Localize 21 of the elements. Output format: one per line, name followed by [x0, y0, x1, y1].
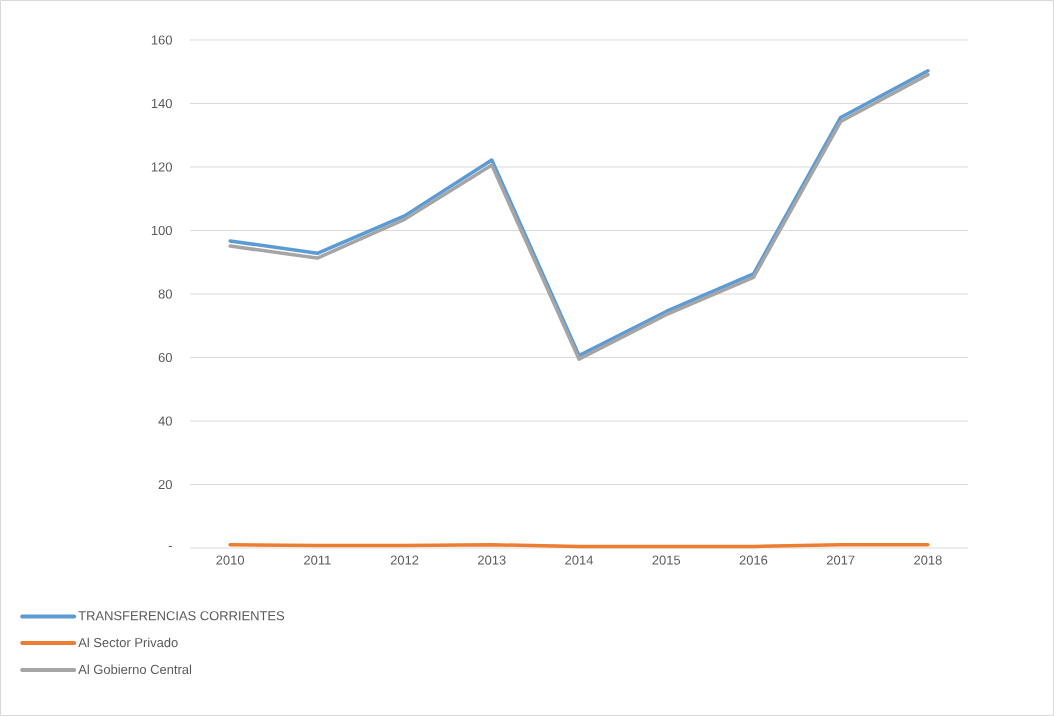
y-tick-label: 140	[151, 98, 172, 109]
x-tick-label: 2012	[390, 555, 419, 565]
x-tick-label: 2017	[826, 555, 855, 565]
x-tick-label: 2015	[652, 555, 681, 565]
x-tick-label: 2010	[216, 555, 245, 565]
legend-label: Al Gobierno Central	[78, 664, 192, 675]
y-tick-label: 160	[151, 35, 172, 45]
x-tick-label: 2013	[478, 555, 506, 565]
y-tick-label: -	[168, 546, 172, 548]
x-tick-label: 2016	[739, 555, 768, 565]
x-tick-label: 2014	[565, 555, 594, 565]
y-tick-label: 20	[158, 479, 172, 490]
x-tick-label: 2018	[914, 555, 942, 565]
y-tick-label: 120	[151, 162, 172, 172]
legend-label: TRANSFERENCIAS CORRIENTES	[78, 611, 285, 621]
legend-label: Al Sector Privado	[78, 637, 178, 648]
y-tick-label: 40	[158, 416, 172, 426]
y-tick-label: 80	[158, 289, 172, 299]
y-tick-label: 60	[158, 352, 172, 363]
x-tick-label: 2011	[304, 555, 331, 565]
y-tick-label: 100	[151, 225, 172, 236]
